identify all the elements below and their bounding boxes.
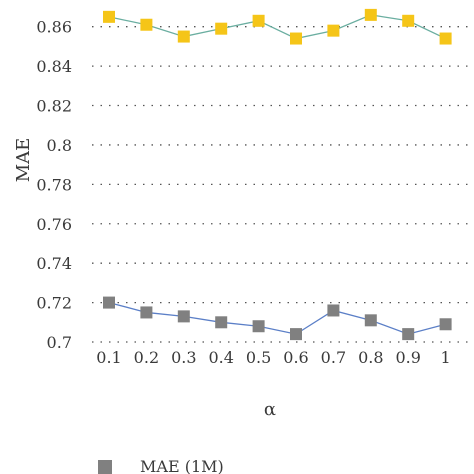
series-2-point [177, 310, 190, 323]
x-tick-label: 1 [441, 348, 451, 367]
series-1-point [439, 32, 452, 45]
y-tick-label: 0.8 [47, 136, 72, 155]
y-tick-label: 0.84 [36, 57, 72, 76]
x-tick-label: 0.3 [171, 348, 196, 367]
series-2-point [439, 318, 452, 331]
x-axis-label: α [264, 399, 276, 420]
legend-label: MAE (1M) [140, 457, 224, 474]
series-1-point [103, 10, 115, 23]
series-2-point [402, 328, 415, 341]
y-tick-labels: 0.7 0.72 0.74 0.76 0.78 0.8 0.82 0.84 0.86 [36, 18, 72, 352]
y-tick-label: 0.82 [36, 97, 72, 116]
series-2-point [290, 328, 302, 341]
series-2-point [252, 320, 265, 333]
x-tick-label: 0.6 [283, 348, 308, 367]
series-1-point [327, 24, 340, 37]
x-tick-label: 0.8 [358, 348, 383, 367]
legend-marker [98, 460, 112, 474]
series-markers [103, 8, 452, 341]
x-tick-label: 0.4 [208, 348, 233, 367]
series-1-point [252, 14, 265, 27]
legend: MAE (1M) [98, 457, 224, 474]
series-2-point [140, 306, 153, 319]
y-tick-label: 0.7 [47, 333, 72, 352]
y-axis-label: MAE [13, 138, 34, 183]
x-tick-label: 0.7 [321, 348, 346, 367]
y-tick-label: 0.86 [36, 18, 72, 37]
series-1-point [364, 8, 377, 21]
series-2-point [103, 296, 115, 309]
series-1-point [215, 22, 228, 35]
x-tick-label: 0.5 [246, 348, 271, 367]
x-tick-label: 0.1 [96, 348, 121, 367]
series-2-point [327, 304, 340, 317]
y-tick-label: 0.72 [36, 294, 72, 313]
series-2-line [108, 301, 446, 335]
y-tick-label: 0.74 [36, 254, 72, 273]
grid-lines [92, 26, 468, 343]
series-1-point [177, 30, 190, 43]
series-lines [108, 14, 446, 335]
y-tick-label: 0.78 [36, 175, 72, 194]
series-1-point [290, 32, 302, 45]
series-2-point [364, 314, 377, 327]
x-tick-label: 0.2 [134, 348, 159, 367]
x-tick-label: 0.9 [395, 348, 420, 367]
y-tick-label: 0.76 [36, 215, 72, 234]
series-2-point [215, 316, 228, 329]
series-1-point [402, 14, 415, 27]
series-1-line [108, 14, 446, 40]
x-tick-labels: 0.1 0.2 0.3 0.4 0.5 0.6 0.7 0.8 0.9 1 [96, 348, 450, 367]
series-1-point [140, 18, 153, 31]
